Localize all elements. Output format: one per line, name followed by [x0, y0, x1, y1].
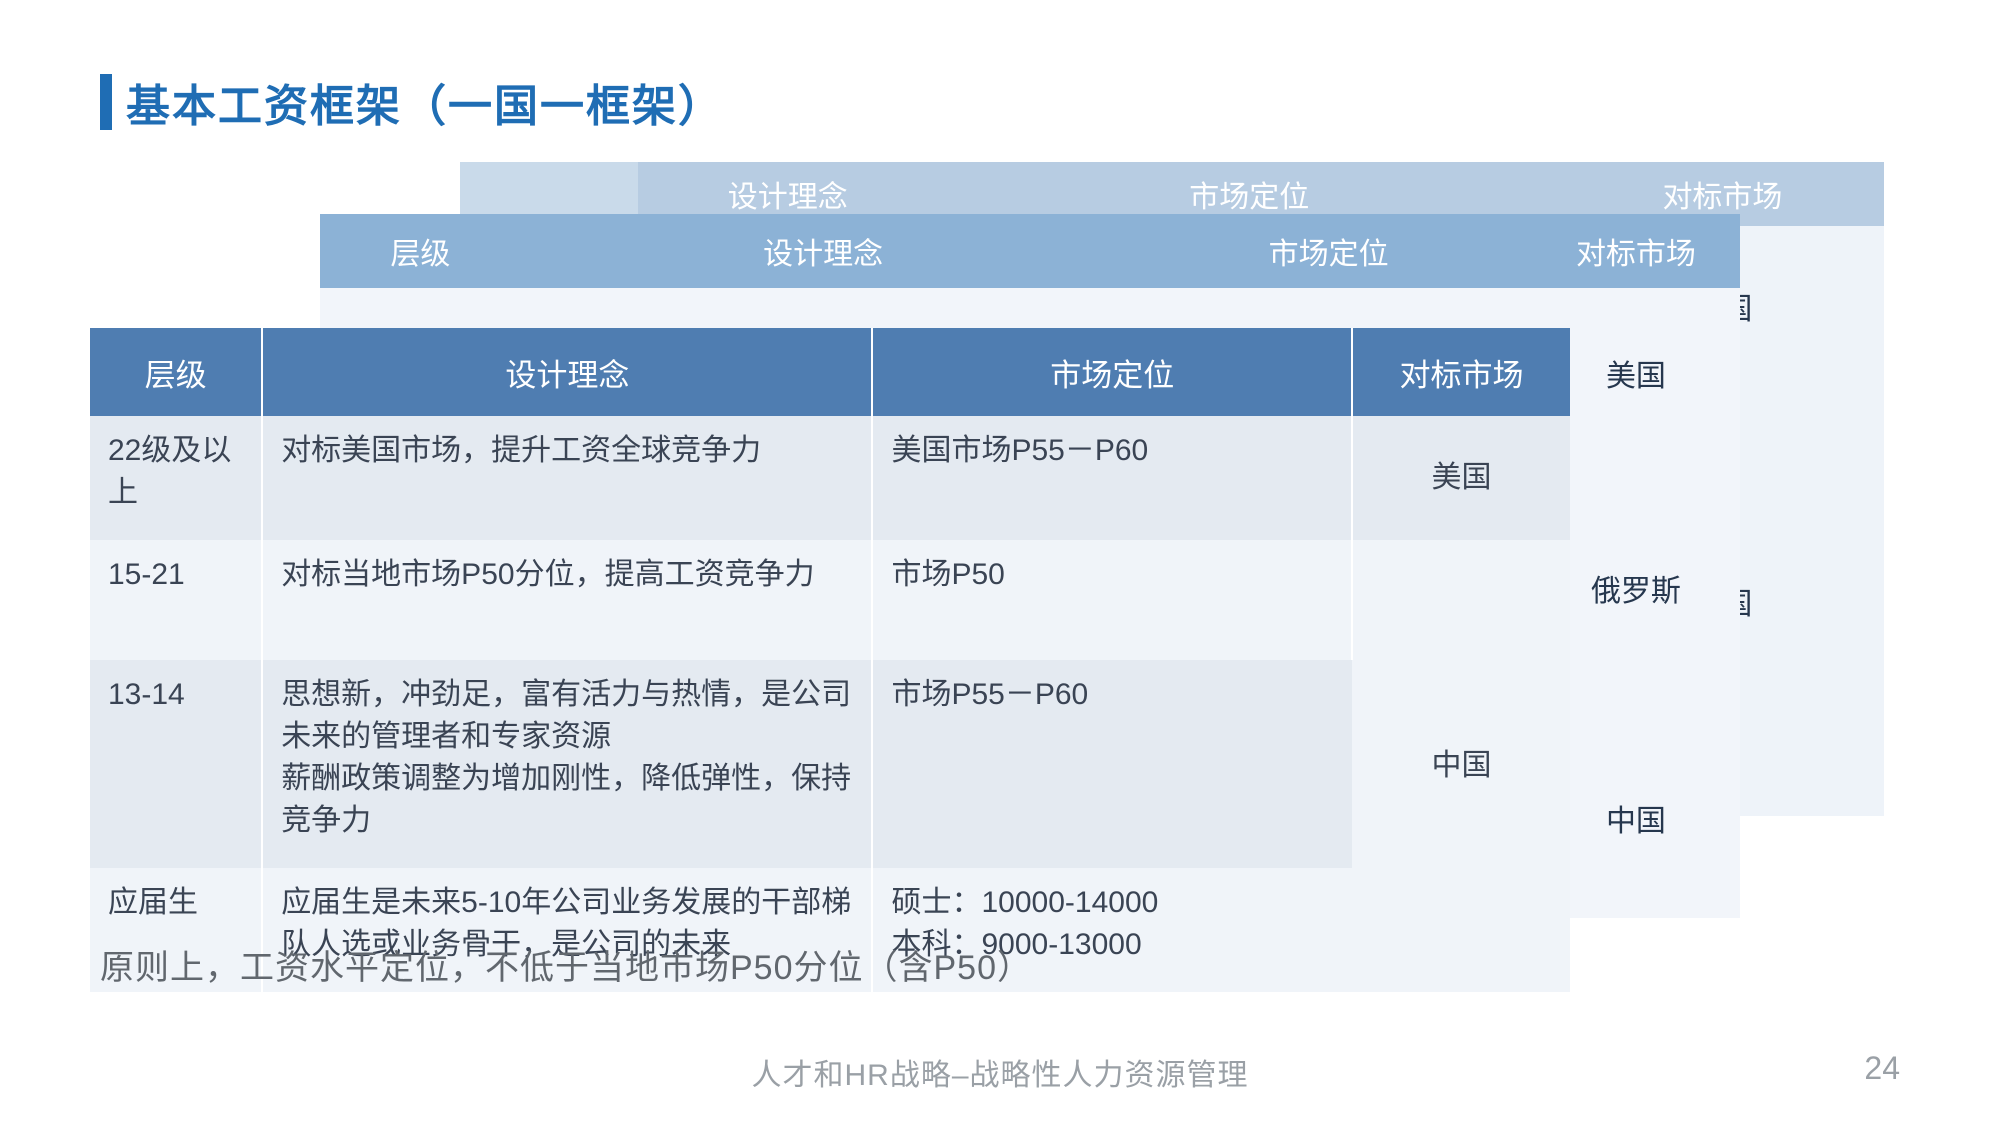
header-cell-level: 层级	[90, 328, 262, 416]
cell-level: 15-21	[90, 540, 262, 660]
table-row: 15-21 对标当地市场P50分位，提高工资竞争力 市场P50 中国	[90, 540, 1570, 660]
header-cell-positioning: 市场定位	[872, 328, 1352, 416]
cell-benchmark: 中国	[1352, 540, 1570, 992]
cell-concept: 对标当地市场P50分位，提高工资竞争力	[262, 540, 872, 660]
table-row: 22级及以上 对标美国市场，提升工资全球竞争力 美国市场P55－P60 美国	[90, 416, 1570, 540]
table-row: 13-14 思想新，冲劲足，富有活力与热情，是公司未来的管理者和专家资源 薪酬政…	[90, 660, 1570, 868]
cell-concept: 对标美国市场，提升工资全球竞争力	[262, 416, 872, 540]
principle-note: 原则上，工资水平定位，不低于当地市场P50分位（含P50）	[100, 940, 1032, 989]
header-cell-benchmark: 对标市场	[1352, 328, 1570, 416]
header-cell-concept: 设计理念	[521, 214, 1126, 288]
cell-concept: 思想新，冲劲足，富有活力与热情，是公司未来的管理者和专家资源 薪酬政策调整为增加…	[262, 660, 872, 868]
cell-positioning: 市场P50	[872, 540, 1352, 660]
cell-level: 22级及以上	[90, 416, 262, 540]
slide: 基本工资框架（一国一框架） 设计理念 市场定位 对标市场 美国 英国 层级	[0, 0, 2000, 1125]
header-cell-level: 层级	[320, 214, 521, 288]
title-accent-bar	[100, 74, 112, 130]
header-cell-concept: 设计理念	[262, 328, 872, 416]
main-table: 层级 设计理念 市场定位 对标市场 22级及以上 对标美国市场，提升工资全球竞争…	[90, 328, 1570, 992]
page-number: 24	[1864, 1050, 1900, 1087]
cell-level: 13-14	[90, 660, 262, 868]
cell-positioning: 市场P55－P60	[872, 660, 1352, 868]
table-header-row: 层级 设计理念 市场定位 对标市场	[90, 328, 1570, 416]
table-header-row: 层级 设计理念 市场定位 对标市场	[320, 214, 1740, 288]
footer-text: 人才和HR战略–战略性人力资源管理	[0, 1050, 2000, 1094]
header-cell-benchmark: 对标市场	[1532, 214, 1740, 288]
title-row: 基本工资框架（一国一框架）	[100, 70, 1910, 134]
header-cell-positioning: 市场定位	[1125, 214, 1531, 288]
cell-positioning: 美国市场P55－P60	[872, 416, 1352, 540]
table-stack: 设计理念 市场定位 对标市场 美国 英国 层级 设计理念 市场定位 对标市场	[80, 162, 1880, 942]
page-title: 基本工资框架（一国一框架）	[126, 70, 724, 134]
cell-benchmark: 美国	[1352, 416, 1570, 540]
